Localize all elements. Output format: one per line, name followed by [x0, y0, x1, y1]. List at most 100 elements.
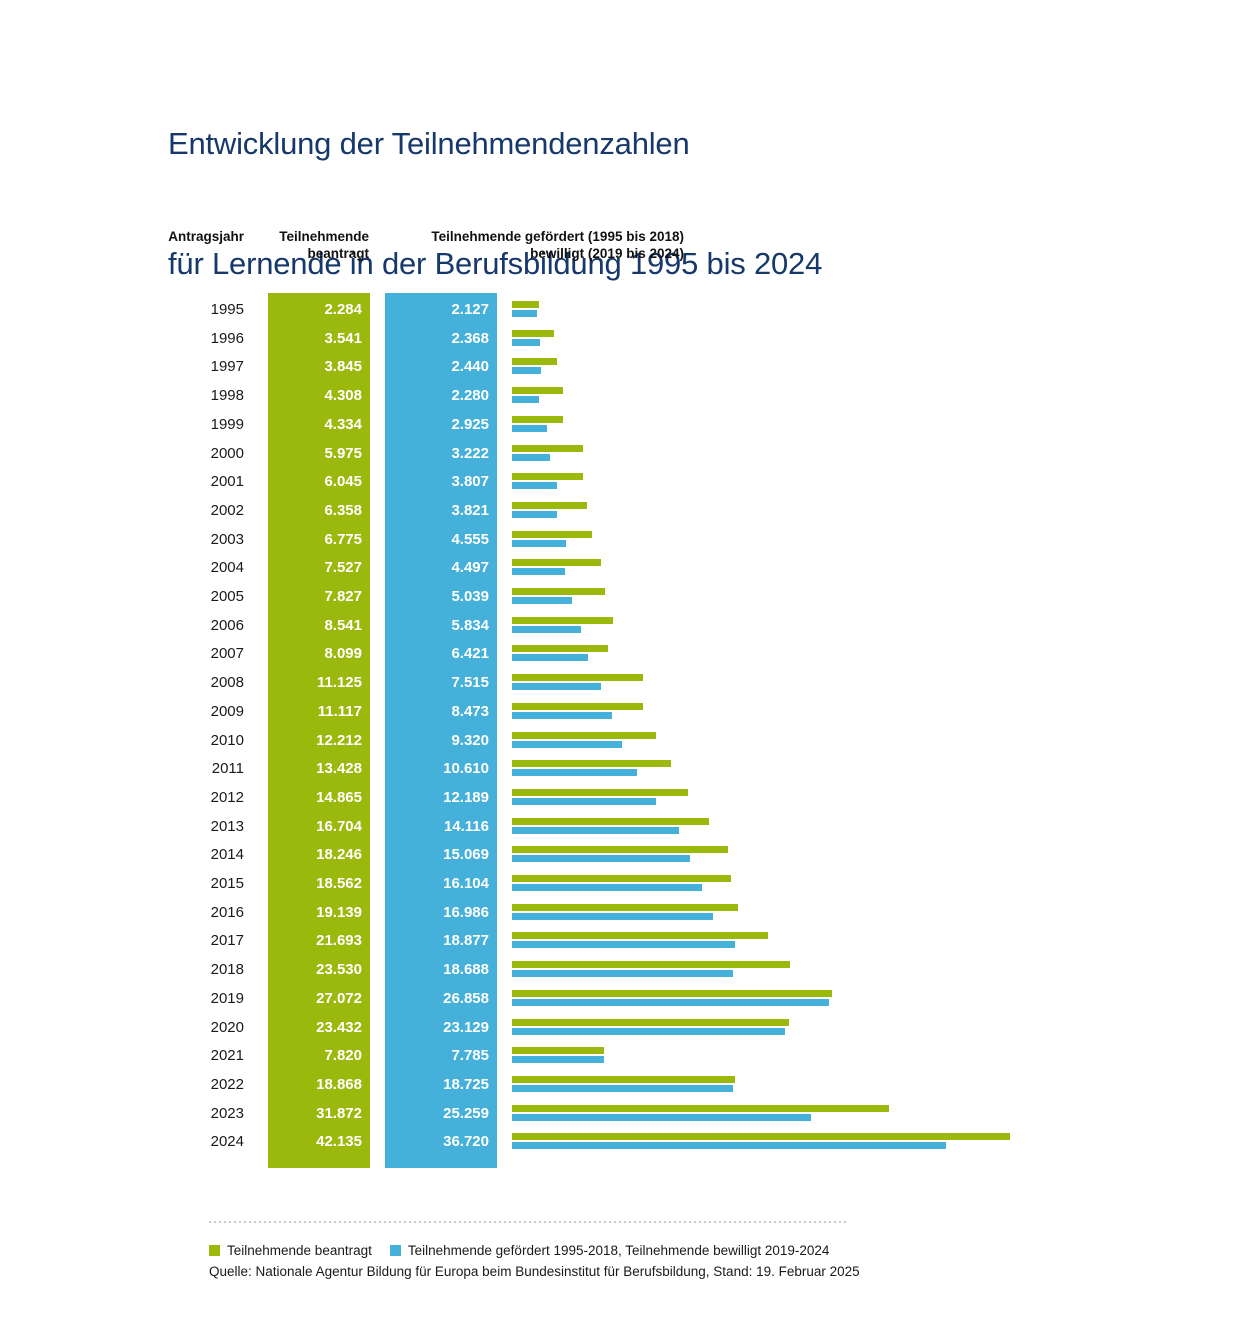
- table-row: 2008 11.125 7.515: [0, 669, 1240, 698]
- row-value-gefoerdert: 23.129: [443, 1018, 489, 1036]
- row-year: 2002: [210, 501, 244, 519]
- row-value-gefoerdert: 10.610: [443, 760, 489, 778]
- bar-beantragt: [512, 1075, 735, 1083]
- row-year: 2018: [210, 961, 244, 979]
- row-value-beantragt: 12.212: [316, 731, 362, 749]
- row-value-gefoerdert: 2.440: [451, 358, 489, 376]
- bar-gefoerdert: [512, 998, 830, 1006]
- row-value-beantragt: 3.845: [324, 358, 362, 376]
- bar-gefoerdert: [512, 367, 541, 375]
- bar-gefoerdert: [512, 855, 691, 863]
- header-teilnehmende-beantragt: Teilnehmende beantragt: [279, 229, 369, 261]
- header-granted-line-1: Teilnehmende gefördert (1995 bis 2018): [431, 229, 684, 244]
- bar-gefoerdert: [512, 453, 551, 461]
- row-value-beantragt: 6.775: [324, 530, 362, 548]
- row-value-gefoerdert: 3.821: [451, 501, 489, 519]
- row-value-gefoerdert: 2.925: [451, 415, 489, 433]
- source-note: Quelle: Nationale Agentur Bildung für Eu…: [209, 1264, 860, 1279]
- bar-gefoerdert: [512, 424, 547, 432]
- row-value-gefoerdert: 15.069: [443, 846, 489, 864]
- table-row: 2011 13.428 10.610: [0, 755, 1240, 784]
- row-value-gefoerdert: 25.259: [443, 1104, 489, 1122]
- row-year: 2011: [211, 760, 244, 778]
- row-value-gefoerdert: 16.104: [443, 875, 489, 892]
- bar-beantragt: [512, 875, 732, 882]
- row-year: 2019: [210, 989, 244, 1007]
- row-value-beantragt: 23.432: [316, 1018, 362, 1036]
- table-row: 2022 18.868 18.725: [0, 1071, 1240, 1100]
- bar-beantragt: [512, 1133, 1010, 1141]
- table-row: 2010 12.212 9.320: [0, 727, 1240, 756]
- row-year: 2005: [210, 588, 244, 605]
- row-year: 2009: [210, 702, 244, 720]
- table-row: 2000 5.975 3.222: [0, 440, 1240, 469]
- bar-beantragt: [512, 961, 791, 969]
- table-row: 1998 4.308 2.280: [0, 382, 1240, 411]
- bar-gefoerdert: [512, 625, 581, 633]
- row-year: 1996: [210, 329, 244, 347]
- table-row: 2006 8.541 5.834: [0, 612, 1240, 641]
- row-value-beantragt: 11.125: [316, 674, 362, 692]
- bar-gefoerdert: [512, 1142, 946, 1150]
- bar-gefoerdert: [512, 396, 539, 404]
- table-row: 2023 31.872 25.259: [0, 1100, 1240, 1129]
- bar-gefoerdert: [512, 1056, 604, 1064]
- row-year: 2023: [210, 1104, 244, 1122]
- row-year: 2014: [210, 846, 244, 864]
- row-value-beantragt: 18.868: [316, 1075, 362, 1093]
- bar-beantragt: [512, 788, 688, 796]
- row-value-beantragt: 19.139: [316, 903, 362, 921]
- table-row: 2001 6.045 3.807: [0, 468, 1240, 497]
- row-value-gefoerdert: 7.515: [451, 674, 489, 692]
- table-row: 1995 2.284 2.127: [0, 296, 1240, 325]
- row-value-beantragt: 4.308: [324, 387, 362, 405]
- bar-beantragt: [512, 358, 558, 366]
- bar-beantragt: [512, 387, 563, 395]
- row-year: 2012: [210, 788, 244, 806]
- row-value-beantragt: 18.246: [316, 846, 362, 864]
- row-value-gefoerdert: 18.688: [443, 961, 489, 979]
- bar-beantragt: [512, 1104, 889, 1112]
- bar-gefoerdert: [512, 1027, 786, 1035]
- row-year: 2015: [210, 875, 244, 892]
- row-value-beantragt: 8.541: [324, 616, 362, 634]
- row-value-beantragt: 23.530: [316, 961, 362, 979]
- row-year: 2008: [210, 674, 244, 692]
- table-row: 2012 14.865 12.189: [0, 784, 1240, 813]
- header-granted-line-2: bewilligt (2019 bis 2024): [530, 246, 684, 261]
- table-row: 2019 27.072 26.858: [0, 985, 1240, 1014]
- bar-gefoerdert: [512, 769, 638, 777]
- row-year: 1995: [210, 301, 244, 318]
- table-row: 2004 7.527 4.497: [0, 554, 1240, 583]
- row-year: 2020: [210, 1018, 244, 1036]
- value-panel-beantragt: [268, 293, 370, 1168]
- row-value-beantragt: 16.704: [316, 817, 362, 835]
- table-row: 2021 7.820 7.785: [0, 1042, 1240, 1071]
- bar-gefoerdert: [512, 482, 557, 490]
- page-title-line-2: für Lernende in der Berufsbildung 1995 b…: [168, 246, 823, 281]
- row-value-beantragt: 7.827: [324, 588, 362, 605]
- table-row: 2002 6.358 3.821: [0, 497, 1240, 526]
- bar-gefoerdert: [512, 970, 733, 978]
- row-value-gefoerdert: 6.421: [451, 645, 489, 663]
- table-row: 1999 4.334 2.925: [0, 411, 1240, 440]
- row-value-beantragt: 21.693: [316, 932, 362, 950]
- bar-beantragt: [512, 559, 601, 567]
- row-year: 1999: [210, 415, 244, 433]
- row-value-gefoerdert: 12.189: [443, 788, 489, 806]
- bar-gefoerdert: [512, 884, 703, 891]
- bar-beantragt: [512, 932, 769, 940]
- table-row: 1997 3.845 2.440: [0, 353, 1240, 382]
- table-row: 2018 23.530 18.688: [0, 956, 1240, 985]
- bar-beantragt: [512, 329, 554, 337]
- bar-gefoerdert: [512, 654, 588, 662]
- bar-gefoerdert: [512, 310, 538, 317]
- bar-gefoerdert: [512, 683, 601, 691]
- bar-beantragt: [512, 301, 539, 308]
- row-value-beantragt: 4.334: [324, 415, 362, 433]
- bar-beantragt: [512, 1047, 605, 1055]
- page-title-line-1: Entwicklung der Teilnehmendenzahlen: [168, 126, 690, 161]
- row-year: 2006: [210, 616, 244, 634]
- row-value-beantragt: 8.099: [324, 645, 362, 663]
- bar-beantragt: [512, 760, 671, 768]
